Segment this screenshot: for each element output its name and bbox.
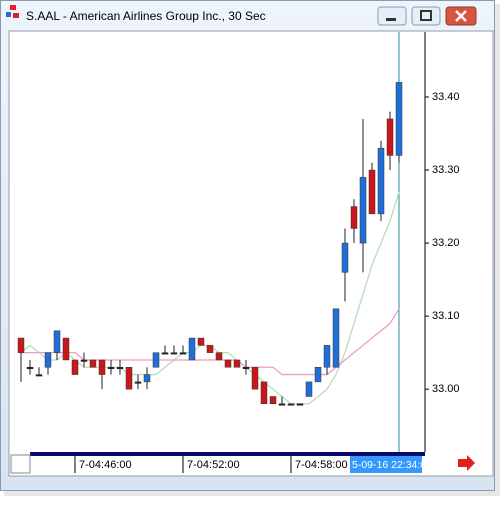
candle-body — [98, 359, 106, 375]
candle-body — [116, 367, 124, 370]
x-tick-label: 7-04:58:00 — [295, 459, 348, 471]
x-tick-label: 7-04:52:00 — [187, 459, 240, 471]
candle-body — [386, 118, 394, 156]
candle-body — [368, 169, 376, 215]
candle-body — [170, 352, 178, 355]
candle-body — [143, 374, 151, 383]
minimize-icon — [386, 18, 396, 21]
candle-body — [287, 403, 295, 406]
y-tick-label: 33.00 — [432, 383, 460, 395]
y-tick-label: 33.20 — [432, 237, 460, 249]
time-scrollbar — [30, 452, 425, 456]
window-title: S.AAL - American Airlines Group Inc., 30… — [26, 9, 266, 23]
candle-body — [215, 352, 223, 361]
candle-body — [89, 359, 97, 368]
y-tick-label: 33.10 — [432, 310, 460, 322]
candle-body — [26, 367, 34, 370]
maximize-button[interactable] — [411, 6, 441, 26]
candle-body — [161, 352, 169, 355]
chart-area — [8, 30, 494, 477]
candle-body — [260, 381, 268, 405]
candle-body — [206, 345, 214, 353]
candle-body — [80, 359, 88, 362]
candle-body — [278, 403, 286, 406]
x-tick-label: 7-04:46:00 — [79, 459, 132, 471]
app-icon — [10, 5, 16, 10]
candle-body — [233, 359, 241, 368]
minimize-button[interactable] — [377, 6, 407, 26]
candle-body — [305, 381, 313, 397]
candle-body — [134, 381, 142, 384]
candle-body — [197, 337, 205, 346]
candle-body — [62, 337, 70, 361]
candle-body — [188, 337, 196, 361]
app-icon — [13, 13, 19, 18]
candle-body — [323, 345, 331, 368]
cursor-label: 5-09-16 22:34:00 — [352, 459, 432, 471]
cursor-label-bg — [350, 456, 422, 473]
candle-body — [125, 367, 133, 390]
candle-body — [35, 374, 43, 377]
candle-body — [53, 330, 61, 353]
candle-body — [224, 359, 232, 368]
app-icon — [6, 12, 11, 17]
y-tick-label: 33.40 — [432, 91, 460, 103]
candle-body — [359, 177, 367, 244]
candle-body — [341, 242, 349, 273]
candle-body — [44, 352, 52, 368]
candle-body — [179, 352, 187, 355]
candle-body — [71, 359, 79, 375]
candle-body — [314, 367, 322, 383]
corner-box — [10, 454, 31, 474]
candle-body — [269, 396, 277, 405]
candle-body — [251, 367, 259, 390]
candle-body — [107, 367, 115, 370]
close-icon — [455, 10, 467, 22]
candle-body — [377, 147, 385, 215]
candle-body — [296, 403, 304, 406]
window-controls[interactable] — [377, 6, 477, 26]
scroll-arrow[interactable] — [458, 455, 475, 471]
candle-body — [332, 308, 340, 368]
y-tick-label: 33.30 — [432, 164, 460, 176]
candle-body — [350, 206, 358, 229]
maximize-icon — [420, 10, 432, 21]
candle-body — [152, 352, 160, 368]
candle-body — [17, 337, 25, 353]
candle-body — [242, 367, 250, 370]
candle-body — [395, 82, 403, 156]
